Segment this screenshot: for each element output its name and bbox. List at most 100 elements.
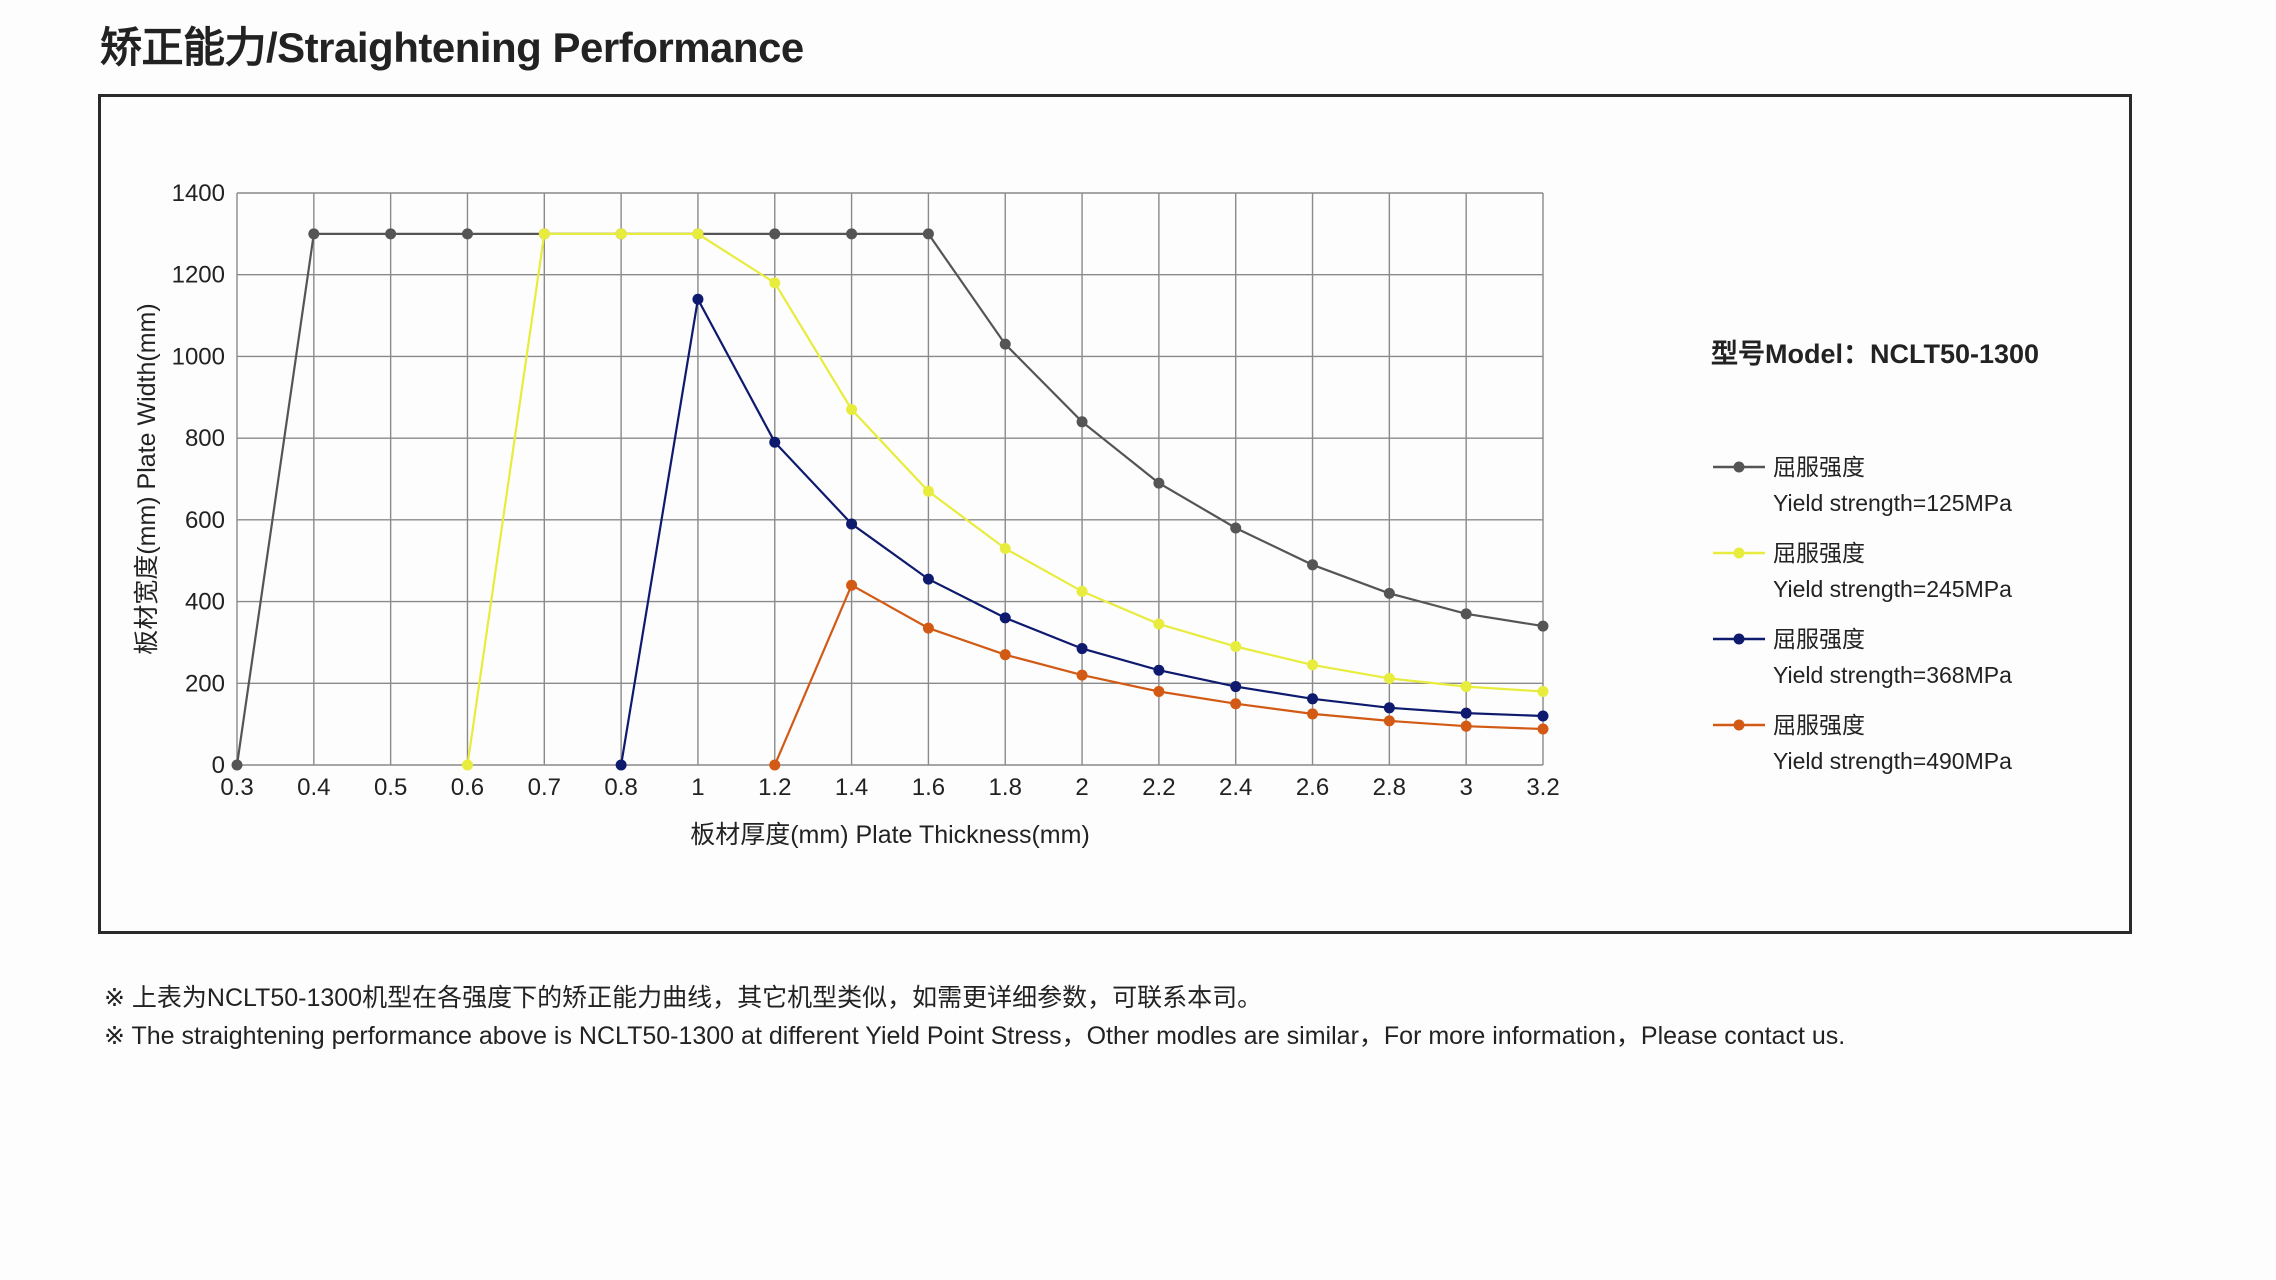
data-point: [461, 228, 473, 240]
x-tick-label: 2.8: [1373, 774, 1406, 801]
y-tick-label: 400: [185, 589, 225, 616]
x-tick-label: 2.2: [1142, 774, 1175, 801]
legend-label-en: Yield strength=368MPa: [1773, 662, 2012, 688]
data-point: [1460, 720, 1472, 732]
x-tick-label: 2.4: [1219, 774, 1252, 801]
note-chinese: ※ 上表为NCLT50-1300机型在各强度下的矫正能力曲线，其它机型类似，如需…: [104, 984, 1263, 1012]
legend-label-en: Yield strength=245MPa: [1773, 576, 2012, 602]
data-point: [999, 542, 1011, 554]
x-tick-label: 3.2: [1526, 774, 1559, 801]
data-point: [1153, 477, 1165, 489]
data-point: [1460, 707, 1472, 719]
data-point: [1383, 672, 1395, 684]
legend-label-cn: 屈服强度: [1773, 540, 1865, 566]
data-point: [769, 436, 781, 448]
data-point: [1307, 559, 1319, 571]
legend-label-cn: 屈服强度: [1773, 626, 1865, 652]
data-point: [999, 649, 1011, 661]
chart-frame: 0.3 0.4 0.5 0.6 0.7 0.8 1 1.2 1.4 1.6 1.8 2 2.2 2.4 2.…: [98, 94, 2132, 934]
y-tick-label: 1000: [172, 343, 225, 370]
x-tick-label: 2: [1075, 774, 1088, 801]
legend-label-cn: 屈服强度: [1773, 712, 1865, 738]
note-english: ※ The straightening performance above is…: [104, 1022, 1846, 1050]
data-point: [1460, 608, 1472, 620]
data-point: [1537, 620, 1549, 632]
data-point: [1076, 585, 1088, 597]
data-point: [922, 485, 934, 497]
legend-swatch-marker: [1733, 547, 1745, 559]
model-label: 型号Model：NCLT50-1300: [1711, 339, 2039, 369]
x-tick-label: 0.4: [297, 774, 330, 801]
data-point: [846, 518, 858, 530]
data-point: [846, 228, 858, 240]
data-point: [846, 404, 858, 416]
legend-swatch-marker: [1733, 633, 1745, 645]
y-tick-label: 800: [185, 425, 225, 452]
data-point: [1076, 416, 1088, 428]
data-point: [999, 338, 1011, 350]
data-point: [1307, 659, 1319, 671]
data-point: [1383, 587, 1395, 599]
data-point: [1230, 522, 1242, 534]
data-point: [615, 759, 627, 771]
data-point: [308, 228, 320, 240]
data-point: [231, 759, 243, 771]
data-point: [769, 228, 781, 240]
data-point: [1537, 710, 1549, 722]
y-axis-title: 板材宽度(mm) Plate Width(mm): [133, 303, 161, 654]
y-tick-label: 1400: [172, 180, 225, 207]
data-point: [1230, 641, 1242, 653]
data-point: [1383, 702, 1395, 714]
data-point: [922, 622, 934, 634]
data-point: [692, 293, 704, 305]
data-point: [385, 228, 397, 240]
data-point: [1230, 681, 1242, 693]
series-line-1: [235, 232, 1544, 766]
data-point: [769, 759, 781, 771]
data-point: [922, 228, 934, 240]
data-point: [1537, 685, 1549, 697]
chart: 0.3 0.4 0.5 0.6 0.7 0.8 1 1.2 1.4 1.6 1.8 2 2.2 2.4 2.…: [133, 180, 2039, 849]
data-point: [1307, 693, 1319, 705]
legend-swatch-marker: [1733, 461, 1745, 473]
x-tick-label: 0.8: [604, 774, 637, 801]
y-tick-label: 600: [185, 507, 225, 534]
data-point: [1230, 698, 1242, 710]
data-point: [769, 277, 781, 289]
data-point: [615, 228, 627, 240]
x-tick-label: 0.7: [528, 774, 561, 801]
x-tick-label: 0.3: [220, 774, 253, 801]
data-point: [1076, 643, 1088, 655]
x-tick-label: 2.6: [1296, 774, 1329, 801]
data-point: [1076, 669, 1088, 681]
x-tick-label: 1: [691, 774, 704, 801]
legend-label-en: Yield strength=125MPa: [1773, 490, 2012, 516]
data-point: [538, 228, 550, 240]
x-tick-label: 0.6: [451, 774, 484, 801]
data-point: [1460, 681, 1472, 693]
data-point: [846, 579, 858, 591]
data-point: [922, 573, 934, 585]
x-tick-label: 1.6: [912, 774, 945, 801]
data-point: [1153, 685, 1165, 697]
legend-swatch-marker: [1733, 719, 1745, 731]
data-point: [1153, 618, 1165, 630]
data-point: [1153, 664, 1165, 676]
y-tick-label: 0: [212, 752, 225, 779]
legend-label-en: Yield strength=490MPa: [1773, 748, 2012, 774]
y-tick-label: 1200: [172, 262, 225, 289]
x-tick-label: 1.4: [835, 774, 868, 801]
y-tick-label: 200: [185, 670, 225, 697]
x-tick-label: 1.2: [758, 774, 791, 801]
x-tick-label: 1.8: [989, 774, 1022, 801]
x-tick-label: 0.5: [374, 774, 407, 801]
legend-label-cn: 屈服强度: [1773, 454, 1865, 480]
page-title: 矫正能力/Straightening Performance: [100, 24, 804, 71]
data-point: [461, 759, 473, 771]
data-point: [1537, 723, 1549, 735]
data-point: [1307, 708, 1319, 720]
data-point: [999, 612, 1011, 624]
x-tick-label: 3: [1459, 774, 1472, 801]
data-point: [692, 228, 704, 240]
data-point: [1383, 715, 1395, 727]
